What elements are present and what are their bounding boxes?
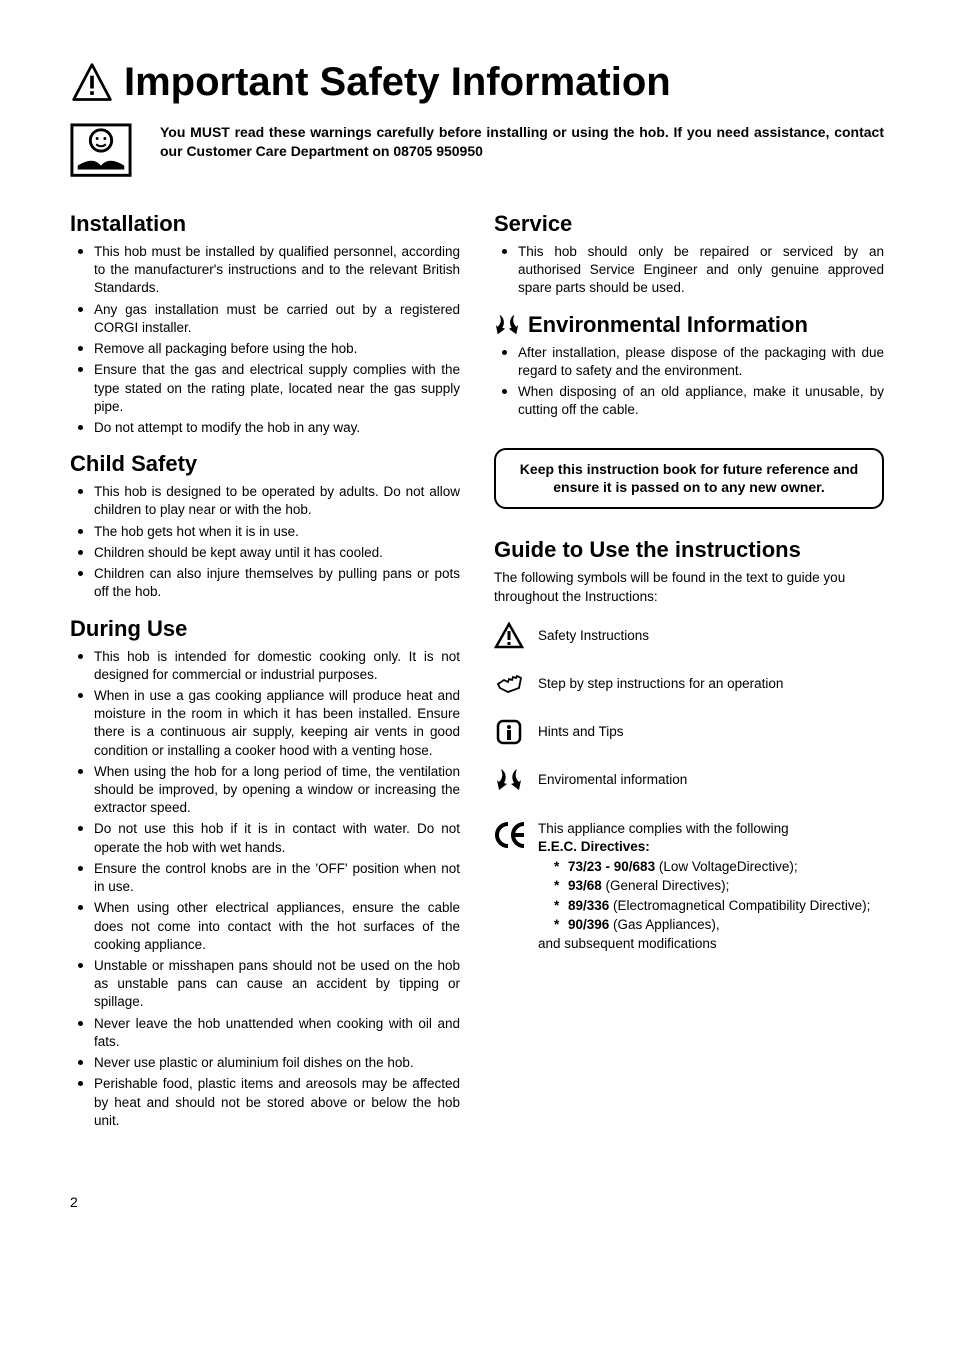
environmental-heading: Environmental Information xyxy=(494,312,884,338)
directive-item: 93/68 (General Directives); xyxy=(554,877,870,895)
directives-list: 73/23 - 90/683 (Low VoltageDirective); 9… xyxy=(538,858,870,934)
list-item: Ensure that the gas and electrical suppl… xyxy=(76,361,460,416)
service-list: This hob should only be repaired or serv… xyxy=(494,243,884,298)
symbol-label: Safety Instructions xyxy=(538,628,649,643)
safety-icon xyxy=(494,622,524,650)
symbol-label: Hints and Tips xyxy=(538,724,624,739)
page-title: Important Safety Information xyxy=(124,60,671,105)
ce-section: This appliance complies with the followi… xyxy=(494,820,884,954)
service-heading: Service xyxy=(494,211,884,237)
warning-icon xyxy=(70,61,114,105)
list-item: This hob is intended for domestic cookin… xyxy=(76,648,460,684)
during-use-heading: During Use xyxy=(70,616,460,642)
symbol-label: Enviromental information xyxy=(538,772,687,787)
child-safety-list: This hob is designed to be operated by a… xyxy=(70,483,460,601)
columns: Installation This hob must be installed … xyxy=(70,201,884,1144)
symbol-label: Step by step instructions for an operati… xyxy=(538,676,783,691)
read-manual-icon xyxy=(70,123,132,179)
list-item: This hob is designed to be operated by a… xyxy=(76,483,460,519)
installation-list: This hob must be installed by qualified … xyxy=(70,243,460,437)
list-item: When using the hob for a long period of … xyxy=(76,763,460,818)
child-safety-heading: Child Safety xyxy=(70,451,460,477)
list-item: Unstable or misshapen pans should not be… xyxy=(76,957,460,1012)
ce-intro: This appliance complies with the followi… xyxy=(538,820,870,838)
list-item: This hob must be installed by qualified … xyxy=(76,243,460,298)
directive-item: 89/336 (Electromagnetical Compatibility … xyxy=(554,897,870,915)
during-use-list: This hob is intended for domestic cookin… xyxy=(70,648,460,1130)
right-column: Service This hob should only be repaired… xyxy=(494,201,884,1144)
list-item: When disposing of an old appliance, make… xyxy=(500,383,884,419)
list-item: Perishable food, plastic items and areos… xyxy=(76,1075,460,1130)
list-item: Never leave the hob unattended when cook… xyxy=(76,1015,460,1051)
symbol-row-safety: Safety Instructions xyxy=(494,622,884,650)
symbol-row-env: Enviromental information xyxy=(494,766,884,794)
list-item: Children can also injure themselves by p… xyxy=(76,565,460,601)
intro-row: You MUST read these warnings carefully b… xyxy=(70,123,884,179)
list-item: Do not use this hob if it is in contact … xyxy=(76,820,460,856)
left-column: Installation This hob must be installed … xyxy=(70,201,460,1144)
directive-item: 90/396 (Gas Appliances), xyxy=(554,916,870,934)
environmental-list: After installation, please dispose of th… xyxy=(494,344,884,420)
list-item: Any gas installation must be carried out… xyxy=(76,301,460,337)
list-item: Never use plastic or aluminium foil dish… xyxy=(76,1054,460,1072)
guide-heading: Guide to Use the instructions xyxy=(494,537,884,563)
list-item: Remove all packaging before using the ho… xyxy=(76,340,460,358)
info-icon xyxy=(494,718,524,746)
list-item: The hob gets hot when it is in use. xyxy=(76,523,460,541)
list-item: Children should be kept away until it ha… xyxy=(76,544,460,562)
list-item: When using other electrical appliances, … xyxy=(76,899,460,954)
symbol-row-step: Step by step instructions for an operati… xyxy=(494,670,884,698)
ce-directives-heading: E.E.C. Directives: xyxy=(538,838,870,856)
hand-icon xyxy=(494,670,524,698)
installation-heading: Installation xyxy=(70,211,460,237)
environment-icon xyxy=(494,766,524,794)
list-item: This hob should only be repaired or serv… xyxy=(500,243,884,298)
ce-mark-icon xyxy=(494,820,528,850)
symbol-row-hints: Hints and Tips xyxy=(494,718,884,746)
title-row: Important Safety Information xyxy=(70,60,884,105)
page-number: 2 xyxy=(70,1194,884,1210)
environment-icon xyxy=(494,312,520,338)
list-item: When in use a gas cooking appliance will… xyxy=(76,687,460,760)
environmental-heading-text: Environmental Information xyxy=(528,312,808,338)
ce-text: This appliance complies with the followi… xyxy=(538,820,870,954)
ce-outro: and subsequent modifications xyxy=(538,935,870,953)
list-item: Ensure the control knobs are in the 'OFF… xyxy=(76,860,460,896)
notice-box: Keep this instruction book for future re… xyxy=(494,448,884,510)
guide-intro: The following symbols will be found in t… xyxy=(494,569,884,605)
list-item: After installation, please dispose of th… xyxy=(500,344,884,380)
directive-item: 73/23 - 90/683 (Low VoltageDirective); xyxy=(554,858,870,876)
list-item: Do not attempt to modify the hob in any … xyxy=(76,419,460,437)
intro-text: You MUST read these warnings carefully b… xyxy=(160,123,884,161)
